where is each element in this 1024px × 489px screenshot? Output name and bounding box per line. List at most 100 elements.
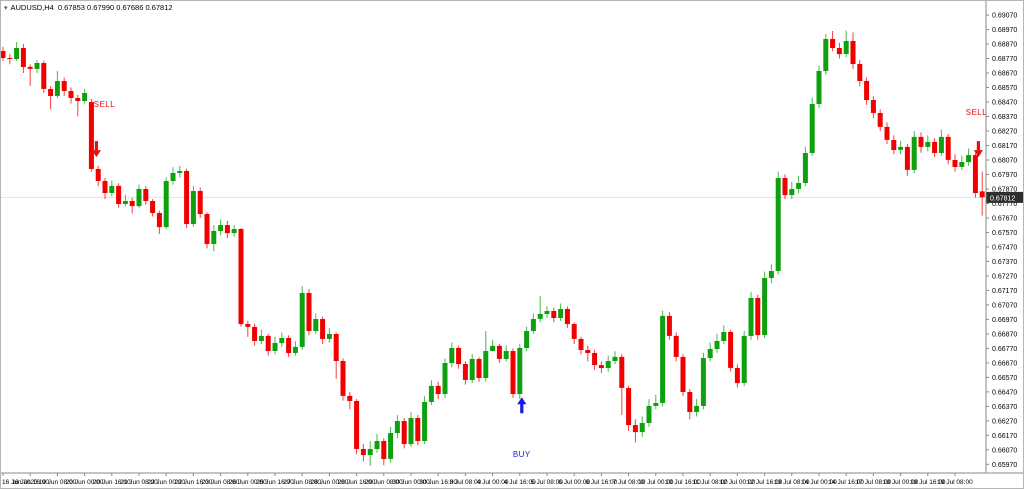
price-label: 0.66270 bbox=[992, 418, 1017, 425]
candle bbox=[728, 329, 734, 372]
candle bbox=[938, 129, 944, 156]
candle bbox=[41, 60, 47, 93]
candle bbox=[136, 184, 142, 208]
candle bbox=[925, 135, 931, 152]
candle bbox=[836, 42, 842, 59]
price-axis[interactable]: 0.69070 0.68970 0.68870 0.68770 0.68670 0.685… bbox=[986, 13, 1017, 469]
candle bbox=[598, 361, 604, 373]
price-label: 0.66870 bbox=[992, 331, 1017, 338]
candle bbox=[292, 341, 298, 356]
candle bbox=[340, 358, 346, 401]
time-label: 20 Jun 16:00 bbox=[93, 479, 131, 486]
candle bbox=[360, 444, 366, 462]
chart-title: ▾ AUDUSD,H4 0.67853 0.67990 0.67686 0.6781… bbox=[4, 3, 173, 12]
candle bbox=[721, 325, 727, 344]
candle bbox=[7, 54, 13, 65]
candle bbox=[129, 197, 135, 214]
price-label: 0.68370 bbox=[992, 114, 1017, 121]
price-label: 0.67370 bbox=[992, 259, 1017, 266]
candle bbox=[252, 323, 258, 346]
time-label: 20 Jun 00:00 bbox=[66, 479, 104, 486]
candle bbox=[150, 199, 156, 217]
candle bbox=[571, 322, 577, 344]
candle bbox=[231, 225, 237, 237]
candle bbox=[354, 399, 360, 455]
candle bbox=[326, 328, 332, 343]
chart-dropdown-icon[interactable]: ▾ bbox=[4, 5, 8, 12]
time-label: 7 Jul 08:00 bbox=[613, 479, 645, 486]
candle bbox=[891, 135, 897, 155]
time-label: 16 Jun 16:00 bbox=[11, 479, 49, 486]
candle bbox=[299, 286, 305, 350]
candle bbox=[428, 380, 434, 405]
candle bbox=[476, 357, 482, 382]
candle bbox=[823, 33, 829, 75]
time-label: 5 Jul 08:00 bbox=[531, 479, 563, 486]
candle bbox=[612, 351, 618, 365]
candle bbox=[884, 122, 890, 144]
time-label: 26 Jun 16:00 bbox=[256, 479, 294, 486]
time-label: 10 Jul 16:00 bbox=[665, 479, 701, 486]
candle bbox=[286, 335, 292, 358]
price-label: 0.66670 bbox=[992, 360, 1017, 367]
candle bbox=[374, 433, 380, 453]
time-label: 12 Jul 00:00 bbox=[720, 479, 756, 486]
candle bbox=[714, 333, 720, 353]
candle bbox=[265, 333, 271, 356]
candle bbox=[510, 348, 516, 398]
candle bbox=[496, 344, 502, 363]
candle bbox=[34, 60, 40, 73]
candle bbox=[306, 289, 312, 336]
price-label: 0.67570 bbox=[992, 230, 1017, 237]
candle bbox=[435, 381, 441, 400]
candle bbox=[775, 171, 781, 275]
candle bbox=[619, 354, 625, 416]
price-label: 0.68770 bbox=[992, 56, 1017, 63]
candle bbox=[61, 77, 67, 96]
candle bbox=[442, 358, 448, 398]
candle bbox=[490, 339, 496, 352]
candle bbox=[218, 219, 224, 236]
time-label: 6 Jul 16:00 bbox=[585, 479, 617, 486]
candle bbox=[469, 354, 475, 384]
price-label: 0.66370 bbox=[992, 404, 1017, 411]
price-label: 0.68270 bbox=[992, 129, 1017, 136]
candle bbox=[122, 194, 128, 207]
time-label: 14 Jul 00:00 bbox=[801, 479, 837, 486]
price-label: 0.67070 bbox=[992, 302, 1017, 309]
candle bbox=[401, 418, 407, 449]
candle bbox=[381, 438, 387, 466]
candle bbox=[48, 86, 54, 110]
time-label: 23 Jun 08:00 bbox=[202, 479, 240, 486]
candle bbox=[238, 228, 244, 327]
candle bbox=[245, 320, 251, 337]
svg-text:0.67812: 0.67812 bbox=[990, 195, 1015, 202]
candle bbox=[952, 154, 958, 172]
candle bbox=[333, 332, 339, 379]
candle bbox=[422, 396, 428, 444]
sell-signal-marker: SELL bbox=[91, 100, 115, 158]
time-label: 30 Jun 16:00 bbox=[419, 479, 457, 486]
candle bbox=[503, 345, 509, 362]
candle bbox=[680, 354, 686, 397]
price-label: 0.66570 bbox=[992, 375, 1017, 382]
candle bbox=[632, 419, 638, 443]
candle bbox=[639, 416, 645, 437]
candle bbox=[592, 349, 598, 371]
time-label: 6 Jul 00:00 bbox=[558, 479, 590, 486]
candle bbox=[809, 97, 815, 156]
candle bbox=[870, 96, 876, 118]
candle bbox=[224, 220, 230, 239]
candle bbox=[789, 181, 795, 200]
price-label: 0.67870 bbox=[992, 187, 1017, 194]
candle bbox=[177, 165, 183, 178]
candle bbox=[864, 77, 870, 105]
candle bbox=[116, 183, 122, 208]
candle bbox=[843, 30, 849, 58]
candle bbox=[367, 441, 373, 466]
candle bbox=[959, 155, 965, 171]
candle bbox=[1, 46, 6, 61]
